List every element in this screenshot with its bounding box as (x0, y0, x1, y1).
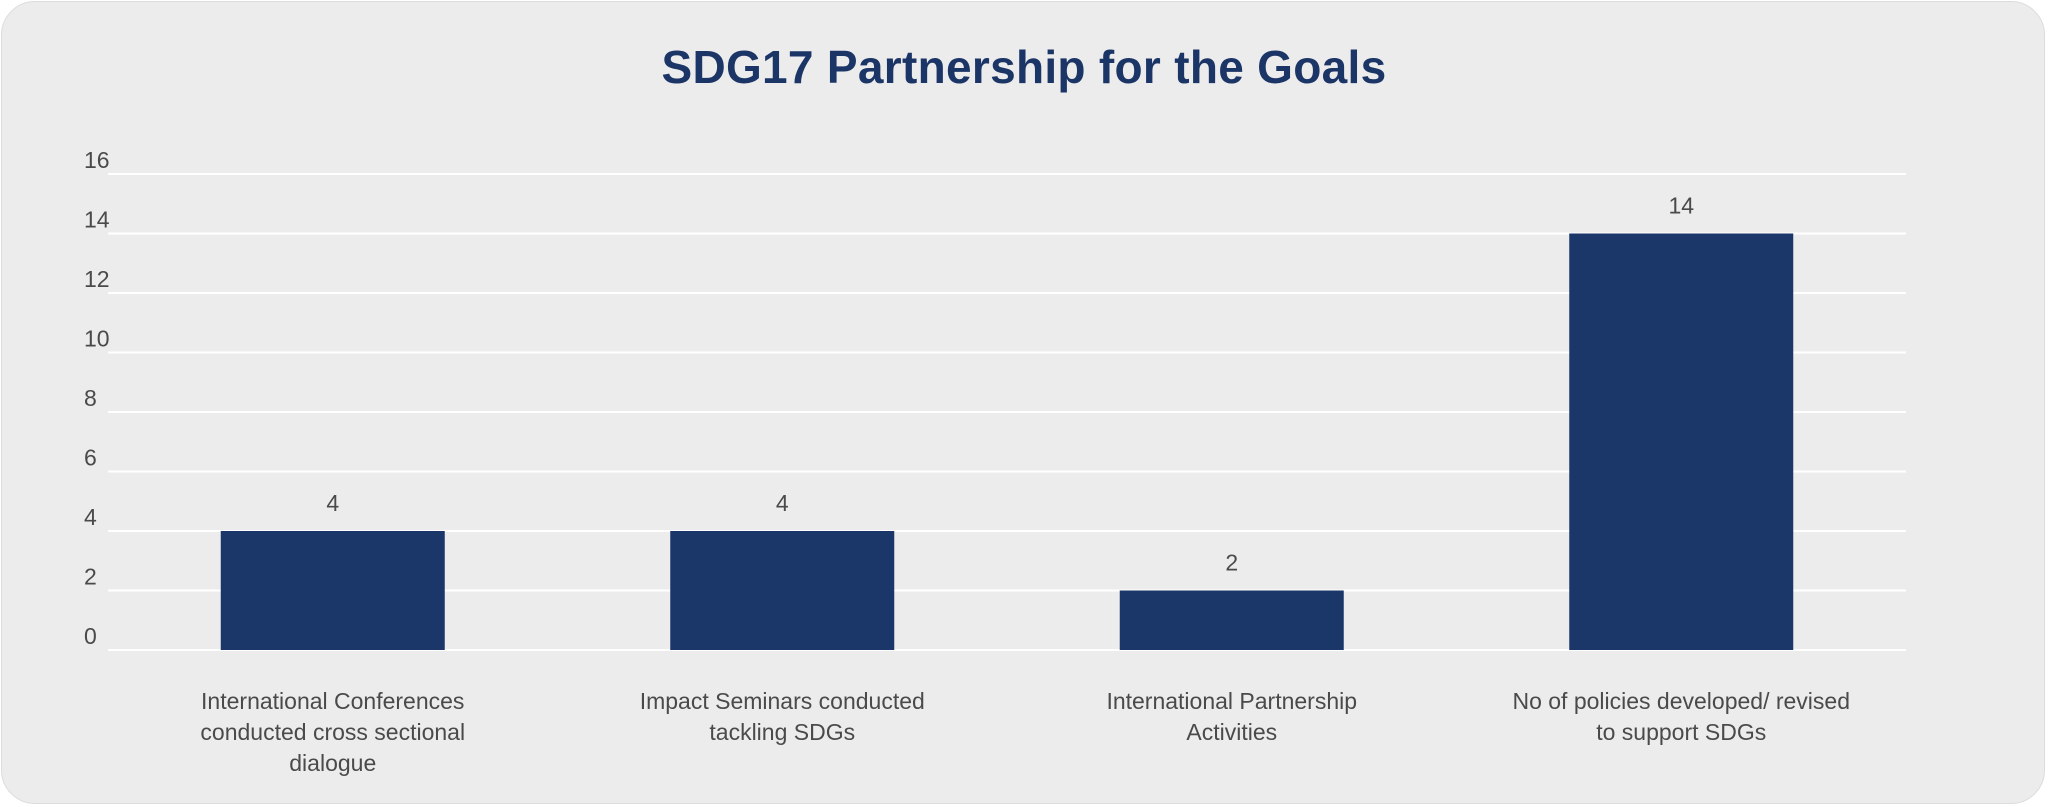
y-tick-label: 4 (84, 504, 97, 530)
y-tick-label: 6 (84, 445, 97, 471)
bar (1119, 590, 1344, 650)
y-tick-label: 0 (84, 623, 97, 649)
x-tick-label: International Conferences conducted cros… (200, 688, 466, 776)
data-label: 14 (1668, 193, 1694, 219)
x-tick-label: Impact Seminars conducted tackling SDGs (639, 688, 925, 745)
bar (1569, 233, 1794, 650)
x-tick-label: No of policies developed/ revised to sup… (1512, 688, 1851, 745)
chart-title: SDG17 Partnership for the Goals (661, 41, 1387, 93)
data-label: 2 (1225, 550, 1238, 576)
data-label: 4 (326, 490, 339, 516)
y-tick-label: 16 (84, 147, 110, 173)
y-tick-label: 10 (84, 326, 110, 352)
y-tick-label: 14 (84, 207, 110, 233)
y-tick-label: 8 (84, 385, 97, 411)
bar (670, 531, 895, 650)
y-tick-label: 2 (84, 564, 97, 590)
bar (220, 531, 445, 650)
data-label: 4 (776, 490, 789, 516)
x-tick-label: International Partnership Activities (1106, 688, 1358, 745)
y-tick-label: 12 (84, 266, 110, 292)
